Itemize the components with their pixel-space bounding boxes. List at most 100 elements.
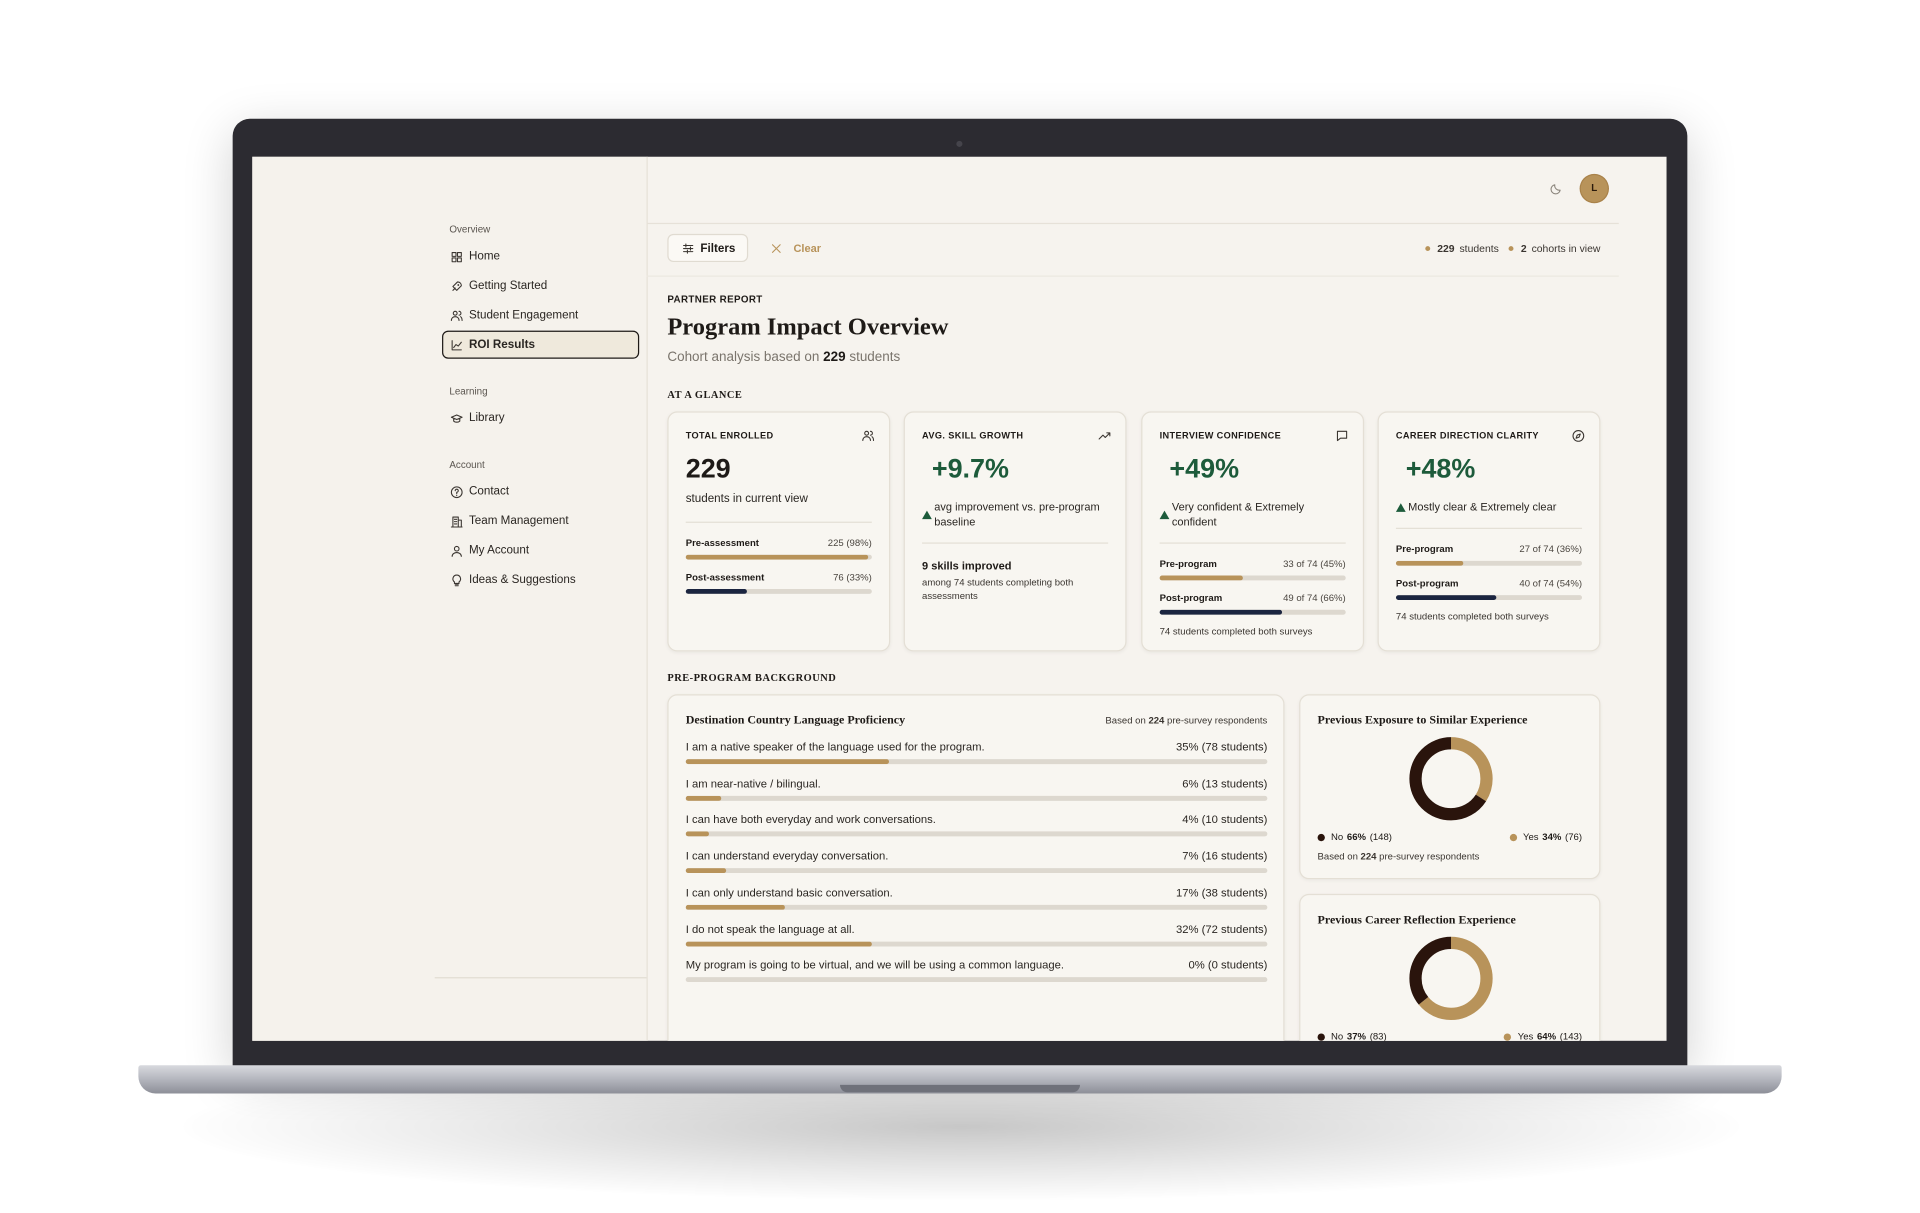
nav-label: Home [468,249,501,264]
card-metric: +49% [1169,453,1240,484]
row-track [685,868,1268,874]
row-fill [685,795,721,801]
legend-item: Yes 64% (143) [1504,1030,1582,1041]
nav-item[interactable]: ROI Results [448,333,632,357]
note-text: Based on [1317,851,1358,863]
card-label: TOTAL ENROLLED [685,429,774,441]
moon-icon [1550,184,1561,195]
legend-item: Yes 34% (76) [1509,830,1582,845]
trend-text: avg improvement vs. pre-program baseline [934,500,1100,528]
panel-title: Previous Exposure to Similar Experience [1317,713,1528,728]
card-body: avg improvement vs. pre-program baseline… [922,491,1109,602]
nav-icon [450,486,463,499]
row-track [685,831,1268,837]
metric-card: INTERVIEW CONFIDENCE +49% Very confident &… [1141,411,1365,652]
progress-value: 225 (98%) [827,537,872,549]
nav-label: Team Management [468,514,569,528]
progress-label: Post-program [1159,592,1223,604]
clear-button[interactable]: Clear [767,240,828,257]
nav-icon-path [452,281,462,291]
card-icon-path [1572,430,1585,442]
moon-icon-path [1550,184,1561,195]
legend-swatch [1504,1033,1512,1041]
filters-button[interactable]: Filters [667,233,749,263]
nav-section-title: Overview [449,224,491,236]
card-trend: avg improvement vs. pre-program baseline [922,500,1108,529]
nav-item[interactable]: Getting Started [448,274,632,298]
progress-row: Post-assessment 76 (33%) [685,571,872,594]
progress-value: 49 of 74 (66%) [1283,592,1346,604]
progress-label: Pre-program [1159,558,1217,570]
nav-item[interactable]: Contact [448,480,632,504]
nav-item[interactable]: Ideas & Suggestions [448,568,632,592]
laptop-base [138,1065,1782,1094]
trend-text: Mostly clear & Extremely clear [1408,500,1557,514]
row-fill [685,759,890,765]
progress-head: Post-program 40 of 74 (54%) [1396,577,1582,592]
topbar-divider [646,222,1619,225]
donut-slice [1409,936,1493,1021]
clear-label: Clear [793,242,822,255]
legend-swatch [1317,833,1325,842]
nav-item[interactable]: Student Engagement [448,304,632,328]
progress-label: Pre-assessment [685,537,759,549]
row-track [685,977,1268,983]
progress-track [1395,560,1583,566]
nav-item[interactable]: Library [448,407,632,431]
nav-item[interactable]: Team Management [448,509,632,533]
legend-percent: 34% [1542,831,1562,843]
progress-label: Post-assessment [685,571,765,583]
progress-value: 33 of 74 (45%) [1283,558,1346,570]
progress-track [1159,609,1346,615]
legend-name: No [1331,831,1344,843]
row-value: 6% (13 students) [1182,777,1268,790]
trend-arrow [922,510,932,520]
nav-label: Getting Started [468,279,548,293]
card-trend: Very confident & Extremely confident [1159,500,1346,529]
card-icon-path [1336,430,1348,442]
card-body: students in current view Pre-assessment 22… [685,491,872,594]
legend-name: Yes [1522,831,1539,843]
progress-fill [1395,595,1497,600]
progress-row: Pre-program 33 of 74 (45%) [1159,557,1346,581]
card-body: Mostly clear & Extremely clear Pre-progra… [1395,491,1583,624]
donut-chart [1409,737,1493,821]
progress-track [685,588,872,594]
legend-item: No 66% (148) [1317,830,1392,845]
nav-icon-path [451,252,462,263]
card-label: CAREER DIRECTION CLARITY [1395,429,1539,441]
progress-value: 76 (33%) [833,571,872,583]
nav-item[interactable]: Home [448,245,632,269]
nav-icon [452,281,462,291]
card-icon [1572,430,1585,442]
progress-head: Pre-program 33 of 74 (45%) [1160,557,1346,572]
progress-fill [1395,560,1463,566]
nav-icon-path [450,516,463,528]
theme-toggle[interactable] [1548,180,1565,197]
nav-icon [451,340,462,351]
nav-label: ROI Results [468,337,535,352]
nav-icon [450,310,463,322]
card-footer: 74 students completed both surveys [1395,611,1549,623]
cohorts-label: cohorts in view [1531,242,1601,255]
row-value: 0% (0 students) [1188,959,1268,972]
nav-section-title: Account [449,459,485,471]
progress-row: Post-program 40 of 74 (54%) [1395,577,1583,600]
nav-item[interactable]: My Account [448,539,632,563]
nav-label: Ideas & Suggestions [468,573,576,587]
nav-icon-path [451,340,462,351]
card-footer: 74 students completed both surveys [1159,625,1313,637]
trend-text: Very confident & Extremely confident [1171,500,1305,528]
progress-track [1395,595,1583,600]
note-count: 224 [1148,715,1165,727]
row-value: 32% (72 students) [1176,922,1268,935]
donut-chart [1409,936,1493,1021]
row-track [685,904,1268,910]
row-label: I do not speak the language at all. [685,922,855,935]
view-stats: 229 students 2 cohorts in view [1424,240,1601,257]
filters-label: Filters [700,242,736,256]
avatar[interactable]: L [1580,175,1608,203]
legend-count: (143) [1559,1031,1583,1041]
note-text: Based on [1105,715,1146,727]
